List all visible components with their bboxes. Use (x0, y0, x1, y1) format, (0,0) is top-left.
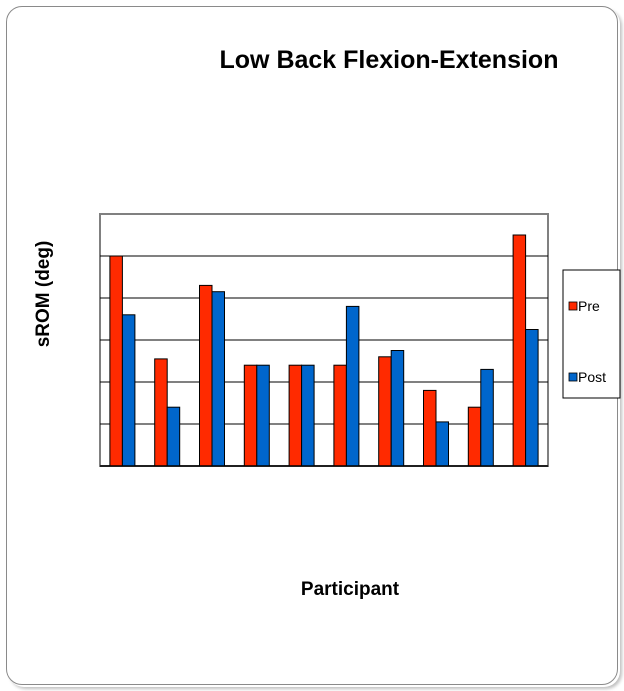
bar-pre-10 (512, 234, 527, 467)
bar-post-8 (435, 421, 449, 467)
bar-pre-1 (109, 255, 123, 467)
bar-pre-7 (378, 356, 392, 467)
bar-pre-5 (288, 364, 303, 467)
bar-pre-6 (333, 364, 347, 467)
bar-post-9 (480, 368, 494, 467)
y-axis-title: sROM (deg) (33, 241, 54, 348)
bar-pre-2 (154, 358, 168, 467)
bar-pre-9 (467, 406, 482, 467)
bar-post-2 (166, 406, 181, 467)
bar-pre-8 (423, 389, 437, 467)
bar-post-7 (390, 350, 405, 467)
bar-post-3 (211, 291, 225, 467)
x-axis-title: Participant (301, 579, 400, 600)
bar-post-5 (301, 364, 315, 467)
bar-post-6 (345, 305, 360, 467)
bar-pre-3 (199, 284, 213, 467)
plot-area (99, 213, 549, 467)
legend-swatch-pre (568, 301, 578, 311)
legend-label-pre: Pre (578, 298, 600, 314)
legend: Pre Post (562, 269, 621, 399)
bar-pre-4 (243, 364, 258, 467)
bar-post-10 (525, 329, 539, 467)
legend-swatch-post (568, 372, 578, 382)
bar-post-1 (121, 314, 136, 467)
legend-label-post: Post (578, 369, 606, 385)
bar-post-4 (256, 364, 270, 467)
chart-title: Low Back Flexion-Extension (220, 46, 559, 74)
